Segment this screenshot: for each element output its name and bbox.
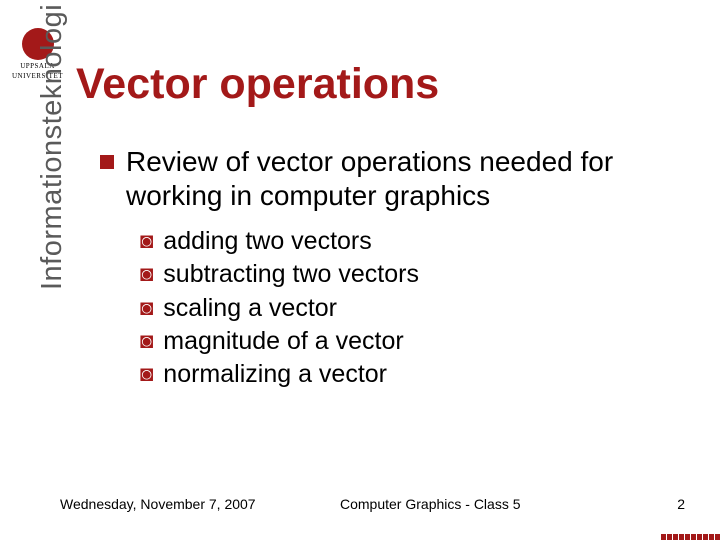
sub-bullet-text: magnitude of a vector	[163, 326, 403, 357]
content-area: Review of vector operations needed for w…	[100, 145, 700, 392]
list-item: ◙ normalizing a vector	[140, 359, 700, 390]
box-bullet-icon: ◙	[140, 361, 153, 387]
list-item: ◙ subtracting two vectors	[140, 259, 700, 290]
slide-title: Vector operations	[76, 60, 439, 109]
sub-bullet-list: ◙ adding two vectors ◙ subtracting two v…	[140, 226, 700, 390]
footer-page-number: 2	[677, 496, 685, 512]
main-bullet: Review of vector operations needed for w…	[100, 145, 700, 212]
main-bullet-text: Review of vector operations needed for w…	[126, 145, 700, 212]
list-item: ◙ adding two vectors	[140, 226, 700, 257]
box-bullet-icon: ◙	[140, 328, 153, 354]
box-bullet-icon: ◙	[140, 228, 153, 254]
sub-bullet-text: scaling a vector	[163, 293, 337, 324]
sub-bullet-text: adding two vectors	[163, 226, 371, 257]
footer-date: Wednesday, November 7, 2007	[60, 496, 256, 512]
footer-title: Computer Graphics - Class 5	[340, 496, 521, 512]
sub-bullet-text: normalizing a vector	[163, 359, 387, 390]
sub-bullet-text: subtracting two vectors	[163, 259, 419, 290]
box-bullet-icon: ◙	[140, 261, 153, 287]
square-bullet-icon	[100, 155, 114, 169]
decorative-stripe	[660, 534, 720, 540]
list-item: ◙ magnitude of a vector	[140, 326, 700, 357]
sidebar-label: Informationsteknologi	[36, 4, 69, 290]
box-bullet-icon: ◙	[140, 295, 153, 321]
list-item: ◙ scaling a vector	[140, 293, 700, 324]
